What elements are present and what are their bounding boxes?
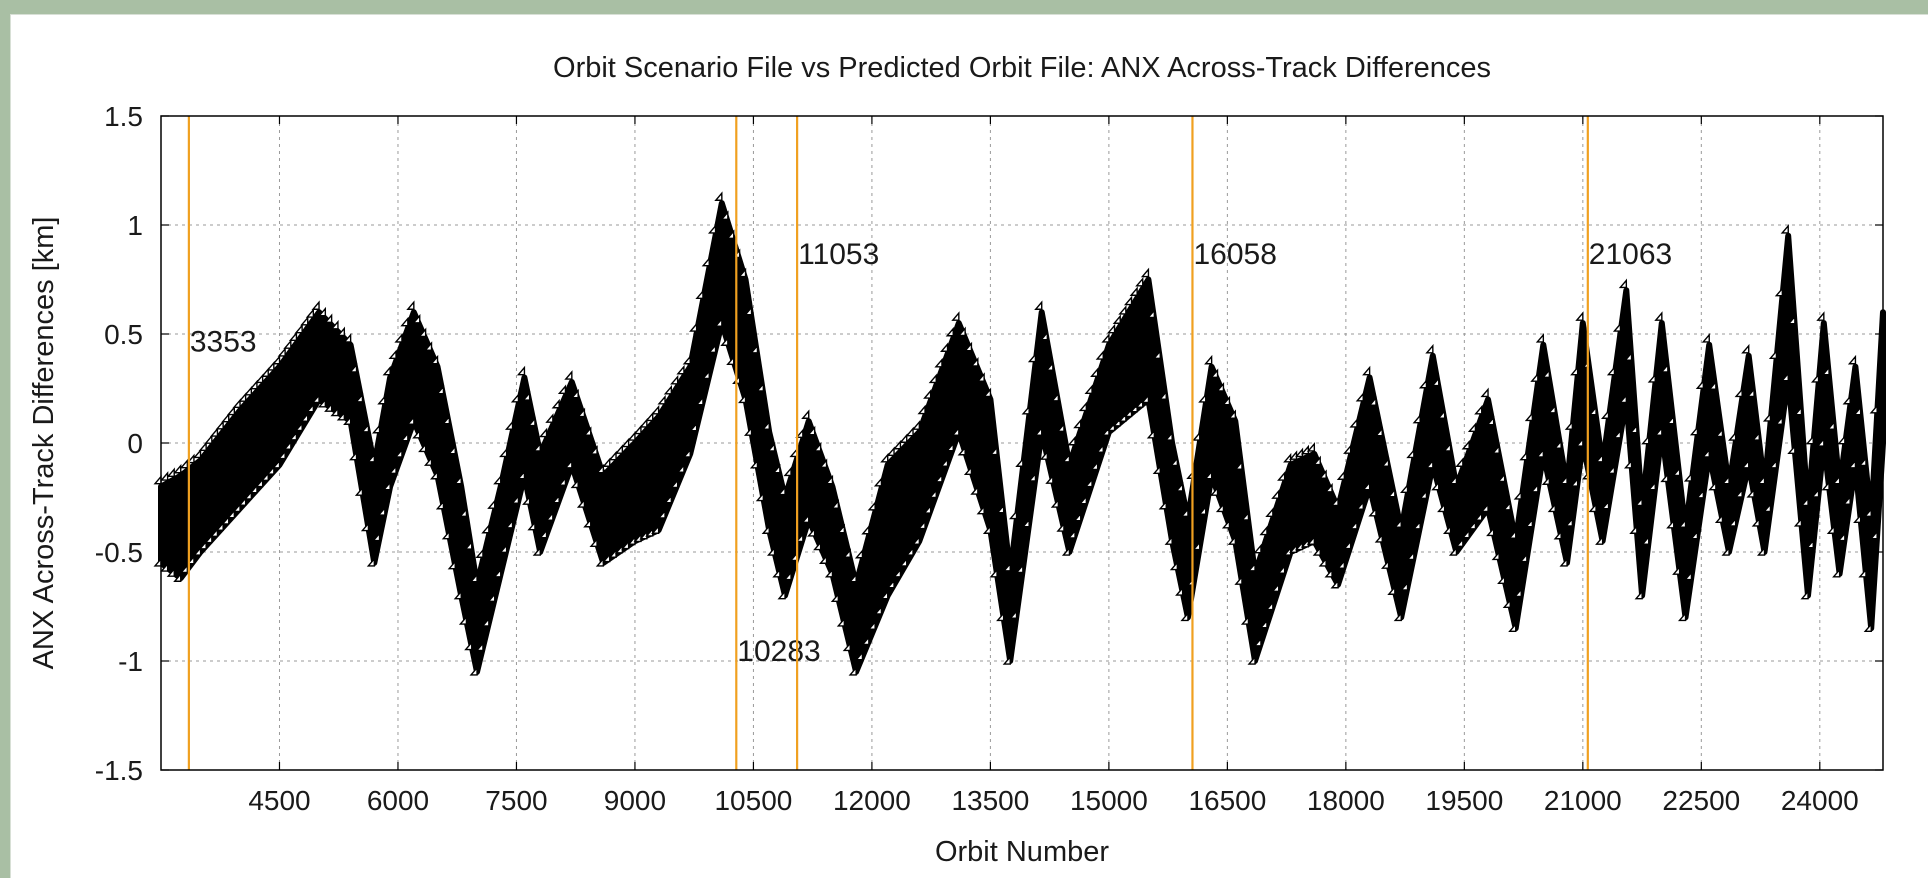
chart-title: Orbit Scenario File vs Predicted Orbit F… [553, 52, 1491, 84]
y-tick-label: 0.5 [104, 319, 143, 350]
x-tick-label: 7500 [485, 785, 547, 816]
y-tick-label: 1.5 [104, 101, 143, 132]
x-tick-label: 13500 [951, 785, 1029, 816]
x-tick-label: 19500 [1425, 785, 1503, 816]
x-tick-label: 16500 [1188, 785, 1266, 816]
axes: 4500 6000 7500 9000 10500 12000 13500 15000 1650… [95, 101, 1883, 816]
x-tick-label: 24000 [1781, 785, 1859, 816]
orbit-marker-label: 11053 [798, 238, 879, 271]
y-axis-label: ANX Across-Track Differences [km] [28, 217, 60, 670]
orbit-marker-label: 3353 [190, 325, 257, 358]
x-axis-label: Orbit Number [935, 836, 1109, 868]
orbit-marker-label: 21063 [1589, 238, 1672, 271]
x-tick-label: 22500 [1662, 785, 1740, 816]
x-tick-label: 21000 [1544, 785, 1622, 816]
y-tick-label: 0 [127, 428, 143, 459]
x-tick-label: 6000 [367, 785, 429, 816]
y-tick-label: 1 [127, 210, 143, 241]
x-tick-label: 18000 [1307, 785, 1385, 816]
x-tick-label: 12000 [833, 785, 911, 816]
orbit-marker-label: 16058 [1193, 238, 1276, 271]
x-tick-label: 15000 [1070, 785, 1148, 816]
x-tick-label: 9000 [604, 785, 666, 816]
x-tick-label: 4500 [248, 785, 310, 816]
y-tick-label: -1 [118, 646, 143, 677]
x-tick-label: 10500 [714, 785, 792, 816]
y-tick-label: -0.5 [95, 537, 143, 568]
chart-frame: 3353 10283 11053 16058 21063 4500 6000 7500 900… [10, 14, 1928, 878]
y-tick-label: -1.5 [95, 755, 143, 786]
chart-svg: 3353 10283 11053 16058 21063 4500 6000 7500 900… [28, 52, 1886, 868]
data-point-markers [153, 191, 1878, 676]
reference-lines: 3353 10283 11053 16058 21063 [187, 116, 1672, 770]
orbit-marker-label: 10283 [737, 635, 820, 668]
